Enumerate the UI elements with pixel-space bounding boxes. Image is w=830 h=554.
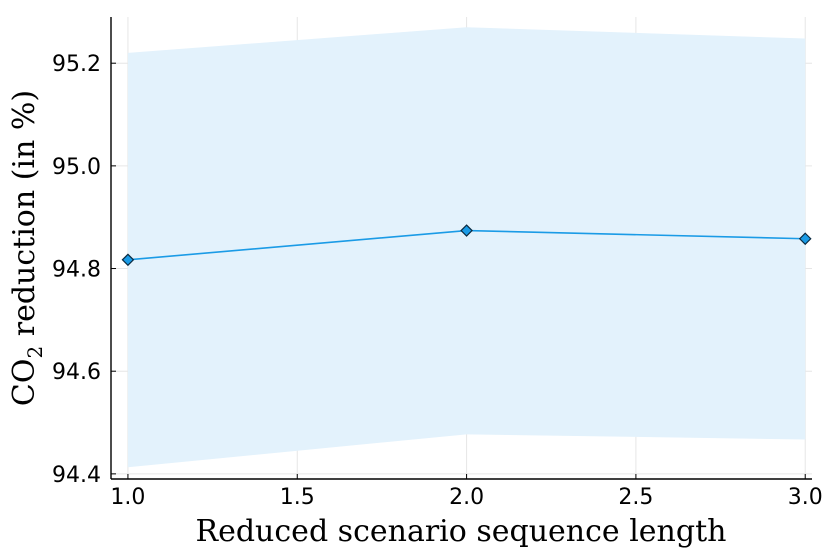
y-tick-label: 95.0 bbox=[52, 155, 101, 180]
x-tick-label: 3.0 bbox=[788, 485, 823, 510]
x-tick-label: 1.5 bbox=[280, 485, 315, 510]
y-tick-label: 94.6 bbox=[52, 360, 101, 385]
data-point-marker bbox=[798, 232, 812, 246]
x-tick-label: 2.5 bbox=[618, 485, 653, 510]
x-tick-label: 1.0 bbox=[110, 485, 145, 510]
data-point-marker bbox=[460, 224, 473, 237]
tick-labels: 1.0 1.5 2.0 2.5 3.0 94.4 94.6 94.8 95.0 95.2 bbox=[52, 52, 823, 510]
axes bbox=[110, 17, 812, 480]
data-point-marker bbox=[121, 253, 135, 267]
x-axis-title: Reduced scenario sequence length bbox=[196, 514, 727, 549]
y-axis-title-rest: reduction (in %) bbox=[7, 90, 42, 346]
y-axis-title: CO2 reduction (in %) bbox=[7, 90, 47, 406]
series-markers bbox=[121, 224, 812, 267]
x-tick-label: 2.0 bbox=[449, 485, 484, 510]
band-area bbox=[127, 27, 806, 468]
y-tick-label: 94.4 bbox=[52, 463, 101, 488]
y-axis-title-main: CO bbox=[7, 359, 42, 407]
confidence-band bbox=[127, 27, 806, 468]
y-tick-label: 94.8 bbox=[52, 258, 101, 283]
y-axis-title-subscript: 2 bbox=[23, 346, 47, 359]
y-tick-label: 95.2 bbox=[52, 52, 101, 77]
